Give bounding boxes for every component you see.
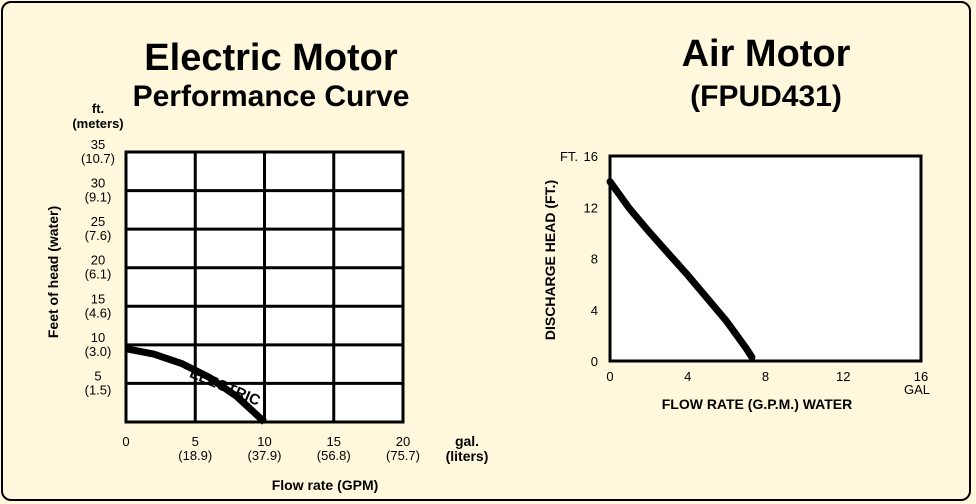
right-y-tick-label: 8 [591, 252, 598, 267]
right-x-unit: GAL [904, 382, 930, 397]
right-plot-area [608, 154, 923, 363]
left-chart-subtitle: Performance Curve [133, 80, 410, 113]
right-series [606, 178, 756, 361]
left-y-tick-label: 25 [91, 214, 105, 229]
left-y-tick-sublabel: (10.7) [81, 151, 115, 166]
right-x-tick-label: 8 [762, 369, 769, 384]
left-x-ticks: 0 5(18.9) 10(37.9) 15(56.8) 20(75.7) [122, 434, 420, 463]
left-y-tick-label: 10 [91, 330, 105, 345]
right-series-line [606, 178, 756, 361]
left-y-unit-top: ft. [92, 101, 104, 116]
left-y-tick-sublabel: (1.5) [85, 382, 112, 397]
left-y-ticks: 35(10.7) 30(9.1) 25(7.6) 20(6.1) 15(4.6) 10(3… [81, 137, 115, 397]
right-x-tick-label: 12 [836, 369, 850, 384]
right-y-ticks: 0 4 8 12 16 [584, 149, 598, 369]
left-y-tick-sublabel: (4.6) [85, 305, 112, 320]
left-x-axis-label: Flow rate (GPM) [272, 477, 379, 493]
right-y-tick-label: 16 [584, 149, 598, 164]
left-x-tick-label: 20 [396, 434, 410, 449]
right-y-axis-label: DISCHARGE HEAD (FT.) [542, 180, 558, 340]
right-y-tick-label: 4 [591, 303, 598, 318]
right-y-tick-label: 0 [591, 354, 598, 369]
left-y-tick-label: 30 [91, 176, 105, 191]
left-y-tick-label: 35 [91, 137, 105, 152]
right-x-tick-label: 0 [606, 369, 613, 384]
left-y-axis-label: Feet of head (water) [45, 206, 61, 338]
left-chart-title: Electric Motor [144, 37, 398, 79]
right-x-axis-label: FLOW RATE (G.P.M.) WATER [662, 396, 853, 412]
right-x-tick-label: 16 [914, 369, 928, 384]
left-y-tick-sublabel: (3.0) [85, 344, 112, 359]
left-y-tick-sublabel: (6.1) [85, 267, 112, 282]
left-x-tick-sublabel: (37.9) [248, 448, 282, 463]
left-y-unit-bottom: (meters) [72, 116, 123, 131]
left-y-tick-label: 20 [91, 253, 105, 268]
left-x-tick-label: 5 [192, 434, 199, 449]
left-x-unit-top: gal. [455, 433, 479, 449]
right-chart-subtitle: (FPUD431) [690, 80, 842, 113]
left-grid [124, 150, 405, 424]
right-y-unit: FT. [560, 149, 578, 164]
right-x-tick-label: 4 [684, 369, 691, 384]
left-x-unit-bottom: (liters) [446, 448, 489, 464]
right-y-tick-label: 12 [584, 200, 598, 215]
left-y-tick-sublabel: (7.6) [85, 228, 112, 243]
right-chart-title: Air Motor [682, 33, 851, 75]
left-y-tick-label: 5 [94, 368, 101, 383]
left-y-tick-sublabel: (9.1) [85, 190, 112, 205]
left-series-line [125, 345, 267, 425]
left-x-tick-label: 10 [257, 434, 271, 449]
left-y-tick-label: 15 [91, 291, 105, 306]
left-x-tick-sublabel: (56.8) [317, 448, 351, 463]
right-x-ticks: 0 4 8 12 16 [606, 369, 928, 384]
right-plot-frame [608, 154, 923, 363]
left-x-tick-label: 0 [122, 434, 129, 449]
left-x-tick-label: 15 [327, 434, 341, 449]
left-x-tick-sublabel: (75.7) [386, 448, 420, 463]
left-x-tick-sublabel: (18.9) [178, 448, 212, 463]
